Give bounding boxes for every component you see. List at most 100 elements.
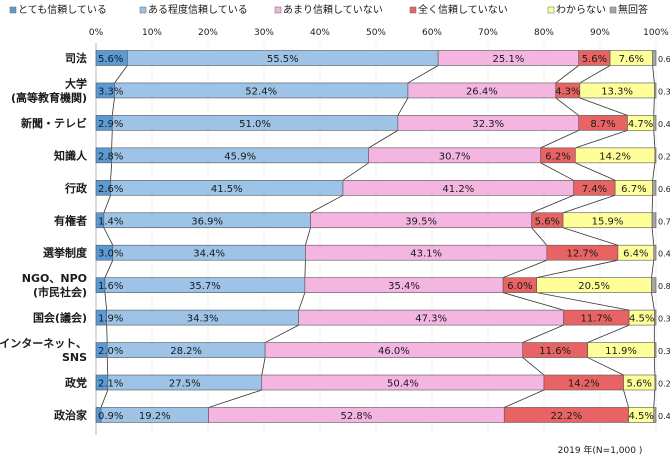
data-label-r9-s0: 2.0% bbox=[98, 346, 123, 357]
data-label-r8-s2: 47.3% bbox=[415, 314, 447, 325]
connector-r5-s2 bbox=[531, 227, 548, 246]
legend-label-3: 全く信頼していない bbox=[418, 3, 508, 16]
legend: とても信頼している ある程度信頼している あまり信頼していない 全く信頼していない わか… bbox=[9, 3, 648, 16]
legend-swatch-4 bbox=[547, 6, 555, 14]
category-label-9-0: インターネット、 bbox=[0, 337, 87, 350]
legend-swatch-5 bbox=[609, 6, 617, 14]
connector-r7-s4 bbox=[651, 292, 655, 311]
data-label-r1-s5: 0.3% bbox=[658, 87, 670, 96]
category-label-3-0: 知識人 bbox=[53, 148, 88, 162]
sample-note: 2019 年(N=1,000 ) bbox=[558, 444, 643, 456]
data-label-r2-s3: 8.7% bbox=[590, 119, 615, 130]
legend-swatch-3 bbox=[409, 6, 417, 14]
data-label-r9-s4: 11.9% bbox=[605, 346, 637, 357]
data-label-r5-s4: 15.9% bbox=[592, 216, 624, 227]
data-label-r2-s2: 32.3% bbox=[472, 119, 504, 130]
data-label-r11-s1: 19.2% bbox=[139, 411, 171, 422]
x-tick-label-5: 50% bbox=[366, 28, 386, 38]
data-label-r3-s5: 0.2% bbox=[658, 152, 670, 161]
data-label-r9-s1: 28.2% bbox=[170, 346, 202, 357]
data-label-r10-s1: 27.5% bbox=[169, 379, 201, 390]
connector-r3-s4 bbox=[652, 162, 656, 181]
data-label-r7-s5: 0.8% bbox=[658, 282, 670, 291]
data-label-r3-s3: 6.2% bbox=[545, 151, 570, 162]
category-label-6-0: 選挙制度 bbox=[43, 246, 88, 260]
data-label-r0-s1: 55.5% bbox=[267, 54, 299, 65]
data-label-r6-s5: 0.4% bbox=[658, 250, 670, 259]
category-label-7-0: NGO、NPO bbox=[22, 272, 87, 285]
legend-label-4: わからない bbox=[556, 4, 606, 16]
x-tick-label-10: 100% bbox=[643, 28, 669, 38]
connector-r0-s4 bbox=[652, 65, 655, 83]
connector-r10-s4 bbox=[653, 389, 656, 408]
x-tick-label-6: 60% bbox=[422, 28, 442, 38]
connector-r4-s3 bbox=[562, 194, 616, 214]
connector-r6-s0 bbox=[104, 260, 114, 278]
gridlines bbox=[95, 43, 657, 435]
bar-r3-s5 bbox=[654, 147, 657, 164]
data-label-r2-s0: 2.9% bbox=[98, 119, 123, 130]
connector-r4-s1 bbox=[310, 194, 344, 214]
x-tick-label-4: 40% bbox=[310, 28, 330, 38]
bar-r6-s5 bbox=[653, 244, 657, 261]
data-label-r6-s2: 43.1% bbox=[410, 249, 442, 260]
data-label-r11-s3: 22.2% bbox=[551, 411, 583, 422]
data-label-r5-s3: 5.6% bbox=[535, 216, 560, 227]
data-label-r10-s5: 0.2% bbox=[658, 380, 670, 389]
connector-r8-s3 bbox=[587, 324, 630, 343]
x-tick-label-9: 90% bbox=[590, 28, 610, 38]
data-label-r4-s3: 7.4% bbox=[582, 184, 607, 195]
data-label-r4-s5: 0.6% bbox=[658, 185, 670, 194]
data-label-r10-s3: 14.2% bbox=[568, 379, 600, 390]
connector-r9-s0 bbox=[106, 357, 109, 376]
bar-r7-s5 bbox=[651, 277, 657, 293]
data-label-r10-s0: 2.1% bbox=[98, 379, 123, 390]
category-label-8-0: 国会(議会) bbox=[33, 311, 87, 325]
data-label-r10-s4: 5.6% bbox=[626, 379, 651, 390]
data-label-r8-s4: 4.5% bbox=[629, 314, 654, 325]
legend-swatch-2 bbox=[274, 6, 282, 14]
connector-r3-s3 bbox=[575, 162, 616, 181]
connector-r0-s2 bbox=[555, 65, 579, 84]
connector-r7-s0 bbox=[104, 292, 108, 311]
category-label-11-0: 政治家 bbox=[54, 408, 88, 422]
data-label-r2-s5: 0.4% bbox=[658, 120, 670, 129]
data-label-r5-s5: 0.7% bbox=[658, 217, 670, 226]
x-tick-label-8: 80% bbox=[534, 28, 554, 38]
bar-r0-s5 bbox=[652, 50, 657, 66]
connector-r5-s4 bbox=[651, 227, 655, 246]
x-tick-label-0: 0% bbox=[89, 28, 104, 38]
bar-r10-s5 bbox=[654, 374, 657, 391]
data-label-r8-s0: 1.9% bbox=[98, 314, 123, 325]
connector-r1-s0 bbox=[111, 97, 115, 116]
data-label-r0-s3: 5.6% bbox=[582, 54, 607, 65]
data-label-r7-s3: 6.0% bbox=[507, 281, 532, 292]
x-tick-label-2: 20% bbox=[198, 28, 218, 38]
legend-label-5: 無回答 bbox=[618, 3, 648, 16]
x-tick-label-1: 10% bbox=[142, 28, 162, 38]
legend-label-2: あまり信頼していない bbox=[283, 4, 383, 16]
category-label-0-0: 司法 bbox=[65, 51, 87, 65]
connector-r7-s3 bbox=[536, 292, 630, 311]
data-label-r3-s2: 30.7% bbox=[439, 151, 471, 162]
connector-r9-s4 bbox=[653, 357, 656, 376]
data-label-r11-s0: 0.9% bbox=[98, 411, 123, 422]
data-label-r9-s2: 46.0% bbox=[378, 346, 410, 357]
bar-r2-s5 bbox=[653, 115, 657, 131]
connector-r6-s4 bbox=[651, 260, 655, 278]
connector-r5-s3 bbox=[562, 227, 619, 246]
data-label-r7-s0: 1.6% bbox=[98, 281, 123, 292]
connector-r8-s0 bbox=[106, 325, 108, 343]
data-label-r4-s1: 41.5% bbox=[211, 184, 243, 195]
bar-r1-s5 bbox=[654, 82, 657, 99]
data-label-r11-s5: 0.4% bbox=[658, 412, 670, 421]
data-label-r3-s0: 2.8% bbox=[98, 151, 123, 162]
connector-r3-s1 bbox=[342, 162, 369, 181]
connector-r9-s3 bbox=[587, 357, 624, 376]
data-label-r0-s2: 25.1% bbox=[493, 54, 525, 65]
data-label-r8-s1: 34.3% bbox=[187, 314, 219, 325]
data-label-r6-s3: 12.7% bbox=[566, 249, 598, 260]
connector-r2-s3 bbox=[575, 130, 628, 149]
